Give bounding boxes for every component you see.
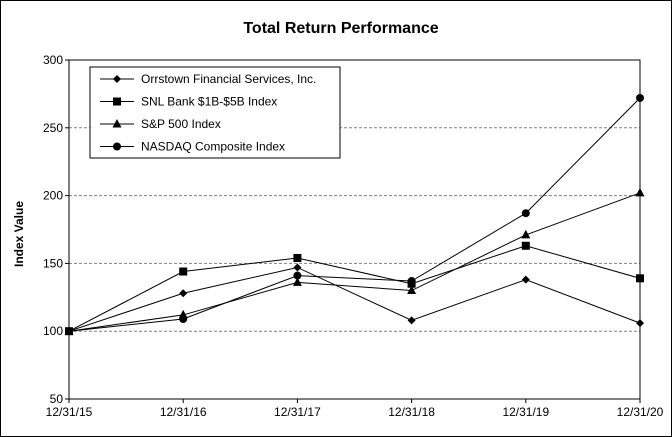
series-0-point (636, 319, 644, 328)
series-1-point (521, 241, 530, 250)
legend-marker-2 (112, 119, 122, 128)
x-tick-label: 12/31/20 (617, 405, 664, 419)
series-0-point (293, 263, 302, 272)
series-3-point (636, 93, 644, 102)
x-tick-label: 12/31/15 (46, 405, 93, 419)
x-tick-label: 12/31/19 (502, 405, 549, 419)
legend-marker-1 (113, 97, 121, 106)
plot-area: 50 100 150 200 250 300 12/31/15 12/31/16 12/31/1… (43, 53, 664, 419)
y-tick-label: 250 (43, 121, 63, 135)
series-1-point (636, 274, 644, 283)
series-line-0 (68, 266, 641, 332)
legend-label: NASDAQ Composite Index (141, 140, 285, 154)
y-axis-title: Index Value (12, 201, 26, 267)
y-tick-label: 150 (43, 256, 63, 270)
series-2-point (635, 187, 645, 197)
chart-title: Total Return Performance (243, 20, 438, 37)
series-3-point (179, 314, 188, 323)
series-0-point (179, 289, 188, 298)
y-tick-label: 50 (50, 392, 64, 406)
series-line-3 (68, 97, 641, 332)
x-tick-label: 12/31/18 (388, 405, 435, 419)
legend: Orrstown Financial Services, Inc. SNL Ban… (89, 66, 341, 159)
series-3-point (293, 271, 302, 280)
y-tick-label: 100 (43, 324, 63, 338)
legend-marker-0 (113, 75, 121, 83)
series-line-1 (68, 245, 641, 332)
y-tick-label: 300 (43, 53, 63, 67)
y-tick-label: 200 (43, 189, 63, 203)
series-1-point (293, 253, 302, 262)
legend-label: S&P 500 Index (141, 117, 221, 131)
series-0-point (521, 275, 530, 284)
series-3-point (65, 327, 73, 336)
series-2-point (292, 277, 302, 286)
series-3-point (407, 277, 416, 286)
plot-border (68, 59, 641, 400)
legend-box (89, 66, 341, 159)
series-1-point (179, 267, 188, 276)
series-2-point (407, 285, 417, 295)
legend-label: SNL Bank $1B-$5B Index (141, 95, 277, 109)
legend-marker-3 (113, 142, 121, 151)
x-tick-label: 12/31/17 (274, 405, 321, 419)
series-2-point (521, 229, 531, 239)
legend-label: Orrstown Financial Services, Inc. (141, 72, 316, 86)
x-tick-label: 12/31/16 (160, 405, 207, 419)
series-0-point (407, 316, 416, 325)
series-line-2 (68, 192, 641, 332)
series-3-point (521, 209, 530, 218)
